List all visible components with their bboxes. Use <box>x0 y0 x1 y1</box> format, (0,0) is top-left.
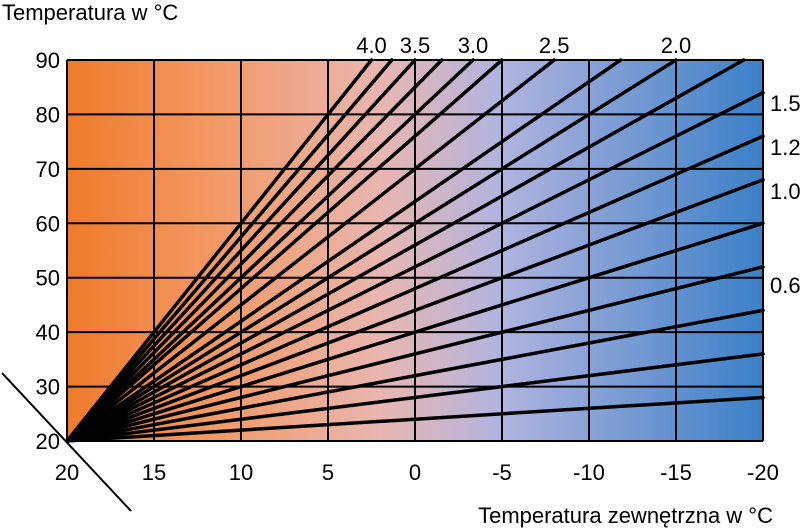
x-axis-title: Temperatura zewnętrzna w °C <box>478 503 773 528</box>
heating-curve-4 <box>65 58 374 443</box>
x-tick-label: 20 <box>55 460 79 485</box>
heating-curve-1.2 <box>65 177 765 443</box>
heating-curve-0.8 <box>65 265 765 443</box>
curve-label-1.2: 1.2 <box>770 135 801 160</box>
x-tick-label: 5 <box>322 460 334 485</box>
y-tick-label: 30 <box>36 375 60 400</box>
y-tick-label: 70 <box>36 157 60 182</box>
curve-label-0.6: 0.6 <box>770 273 801 298</box>
curve-labels: 4.0 3.5 3.0 2.5 2.0 1.5 1.2 1.0 0.6 <box>356 33 800 298</box>
y-tick-label: 60 <box>36 211 60 236</box>
heating-curve-3 <box>65 58 475 443</box>
heating-curve-1.6 <box>65 90 765 443</box>
x-tick-label: -10 <box>573 460 605 485</box>
y-axis-title: Temperatura w °C <box>2 0 179 25</box>
x-tick-label: -20 <box>747 460 779 485</box>
y-tick-label: 50 <box>36 266 60 291</box>
heating-curve-2.8 <box>65 58 504 443</box>
heating-curve-3.75 <box>65 58 394 443</box>
curve-label-3.0: 3.0 <box>458 33 489 58</box>
heating-curve-1 <box>65 221 765 443</box>
y-tick-label: 80 <box>36 102 60 127</box>
curve-label-4.0: 4.0 <box>356 33 387 58</box>
heating-curve-2.2 <box>65 58 623 443</box>
heating-curve-0.2 <box>65 395 765 443</box>
x-tick-label: 10 <box>229 460 253 485</box>
curve-label-2.0: 2.0 <box>661 33 692 58</box>
x-tick-label: 0 <box>409 460 421 485</box>
y-tick-label: 20 <box>36 429 60 454</box>
heating-curve-1.8 <box>65 58 746 443</box>
x-tick-label: -5 <box>492 460 512 485</box>
heating-curve-2.5 <box>65 58 556 443</box>
heating-curve-2 <box>65 58 678 443</box>
corner-diagonal <box>1 372 132 512</box>
curve-label-2.5: 2.5 <box>539 33 570 58</box>
curve-label-3.5: 3.5 <box>400 33 431 58</box>
x-tick-label: 15 <box>142 460 166 485</box>
x-tick-label: -15 <box>660 460 692 485</box>
y-tick-label: 90 <box>36 48 60 73</box>
y-tick-label: 40 <box>36 320 60 345</box>
curve-label-1.0: 1.0 <box>770 179 801 204</box>
heating-curve-1.4 <box>65 134 765 443</box>
heating-curve-0.6 <box>65 308 765 443</box>
curve-label-1.5: 1.5 <box>770 91 801 116</box>
heating-curve-3.25 <box>65 58 444 443</box>
heating-curves <box>65 58 765 443</box>
heating-curve-3.5 <box>65 58 417 443</box>
heating-curve-0.4 <box>65 352 765 443</box>
